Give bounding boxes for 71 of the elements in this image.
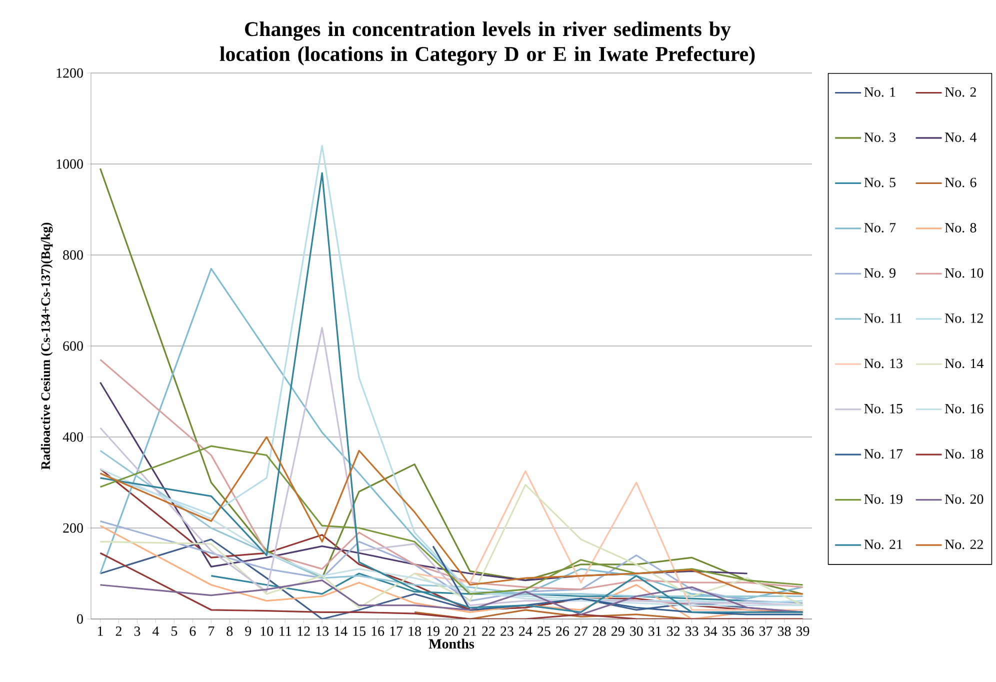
legend-label: No. 20: [944, 494, 984, 504]
x-tick-label: 10: [260, 626, 274, 636]
x-tick-label: 22: [482, 626, 495, 636]
legend-label: No. 4: [944, 132, 977, 142]
x-tick-label: 21: [464, 626, 476, 636]
legend-label: No. 19: [864, 494, 902, 504]
x-axis-title: Months: [428, 638, 474, 649]
x-tick-label: 18: [408, 626, 421, 636]
x-tick-label: 12: [298, 626, 310, 636]
x-tick-label: 39: [796, 626, 810, 636]
x-tick-label: 31: [648, 626, 662, 636]
x-tick-label: 6: [190, 626, 196, 636]
legend-label: No. 17: [864, 449, 903, 459]
legend-label: No. 11: [864, 314, 902, 323]
y-axis-title: Radioactive Cesium (Cs-134+Cs-137)(Bq/kg): [40, 222, 53, 470]
y-tick-label: 800: [63, 250, 83, 260]
x-tick-label: 5: [172, 626, 178, 636]
x-tick-label: 36: [740, 626, 754, 636]
legend-label: No. 13: [864, 358, 902, 368]
legend-label: No. 6: [944, 178, 976, 188]
x-tick-label: 26: [556, 626, 569, 636]
x-tick-label: 11: [280, 626, 291, 636]
x-tick-label: 1: [98, 626, 103, 636]
x-tick-label: 3: [134, 626, 140, 636]
x-tick-label: 13: [316, 626, 329, 636]
y-tick-label: 200: [63, 523, 83, 533]
x-tick-label: 24: [519, 626, 532, 636]
x-tick-label: 30: [630, 626, 643, 636]
legend-label: No. 3: [864, 132, 896, 142]
x-tick-label: 8: [226, 626, 233, 636]
x-tick-label: 25: [538, 626, 550, 636]
x-tick-label: 7: [208, 626, 214, 636]
x-tick-label: 27: [574, 626, 588, 636]
legend-label: No. 16: [944, 404, 984, 414]
x-tick-label: 2: [116, 626, 122, 636]
chart-title: Changes in concentration levels in river sediments by location (locations in Category D or E in Iwate Prefecture): [220, 21, 755, 66]
x-tick-label: 14: [334, 626, 348, 636]
legend-label: No. 1: [864, 87, 896, 97]
x-tick-label: 33: [686, 626, 698, 636]
legend-label: No. 18: [944, 449, 984, 459]
x-tick-label: 23: [500, 626, 514, 636]
x-tick-label: 20: [445, 626, 458, 636]
x-tick-label: 37: [759, 626, 772, 636]
legend-label: No. 21: [864, 540, 902, 550]
y-tick-label: 400: [62, 432, 83, 442]
legend-label: No. 10: [944, 268, 984, 278]
x-tick-label: 35: [722, 626, 736, 636]
legend-label: No. 15: [864, 404, 902, 414]
x-tick-label: 19: [427, 626, 440, 636]
x-tick-label: 28: [593, 626, 606, 636]
y-tick-label: 0: [77, 614, 83, 624]
y-tick-label: 1000: [56, 159, 83, 169]
legend-label: No. 14: [944, 358, 984, 368]
legend-label: No. 7: [864, 223, 896, 232]
x-tick-label: 17: [390, 626, 403, 636]
x-tick-label: 16: [372, 626, 384, 636]
y-tick-label: 1200: [56, 68, 83, 78]
legend-label: No. 22: [944, 540, 983, 550]
x-tick-label: 34: [704, 626, 718, 636]
legend-label: No. 9: [864, 268, 896, 278]
legend-label: No. 8: [944, 223, 976, 233]
legend-label: No. 5: [864, 178, 896, 188]
y-tick-label: 600: [63, 341, 83, 351]
legend-label: No. 12: [944, 314, 983, 323]
x-tick-label: 29: [612, 626, 624, 636]
x-tick-label: 38: [778, 626, 791, 636]
x-tick-label: 32: [667, 626, 680, 636]
legend-label: No. 2: [944, 87, 976, 97]
x-tick-label: 15: [353, 626, 366, 636]
x-tick-label: 9: [245, 626, 252, 636]
x-tick-label: 4: [152, 626, 159, 636]
